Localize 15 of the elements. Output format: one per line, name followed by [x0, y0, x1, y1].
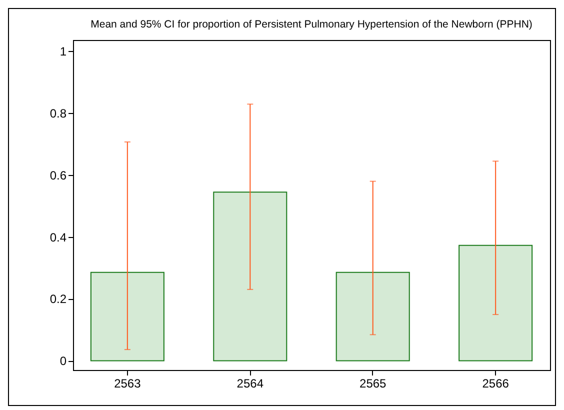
x-tick-label: 2563	[114, 376, 142, 390]
y-tick-label: 0.2	[50, 292, 67, 306]
chart-title: Mean and 95% CI for proportion of Persistent Pulmonary Hypertension of the Newborn (PPHN)	[90, 18, 532, 30]
x-tick-label: 2564	[236, 376, 264, 390]
y-tick-label: 0.6	[50, 168, 67, 182]
y-tick-label: 0.8	[50, 106, 67, 120]
x-tick-label: 2566	[482, 376, 510, 390]
bar	[336, 272, 410, 362]
bar	[458, 244, 533, 362]
bar	[90, 272, 164, 362]
bar	[213, 192, 288, 362]
x-tick-label: 2565	[360, 376, 387, 390]
y-tick-label: 0	[60, 354, 67, 368]
y-tick-label: 1	[60, 44, 67, 58]
y-tick-label: 0.4	[50, 230, 67, 244]
